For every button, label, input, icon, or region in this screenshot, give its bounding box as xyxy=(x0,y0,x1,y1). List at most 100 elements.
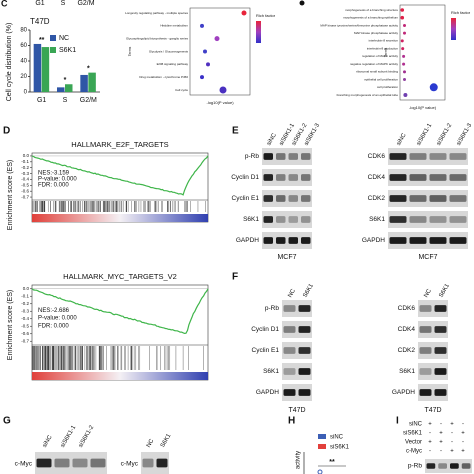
blot-band xyxy=(283,347,296,354)
blot-label: CDK2 xyxy=(398,347,416,354)
blot-label: S6K1 xyxy=(243,216,259,223)
term-label: ErbB signaling pathway xyxy=(157,62,189,66)
blot-band xyxy=(419,326,432,333)
y-tick-label: -0.7 xyxy=(21,194,29,199)
term-label: Histidine metabolism xyxy=(160,24,188,28)
blot-bg xyxy=(262,148,312,165)
cell-line: T47D xyxy=(288,407,305,414)
y-axis-label: Terms xyxy=(384,47,388,57)
dot xyxy=(403,93,408,97)
legend-label: siS6K1 xyxy=(330,445,350,451)
blot-band xyxy=(434,305,447,312)
legend-swatch xyxy=(318,434,326,439)
blot-label: CDK4 xyxy=(368,174,386,181)
blot-band xyxy=(434,347,447,354)
blot-band xyxy=(419,389,432,396)
legend-label: S6K1 xyxy=(59,47,76,54)
blot-band xyxy=(301,195,311,202)
condition-label: Vector xyxy=(405,440,422,446)
blot-label: S6K1 xyxy=(263,368,279,375)
blot-bg xyxy=(262,211,312,228)
y-axis-label: Terms xyxy=(128,46,132,56)
sign: - xyxy=(451,440,453,446)
significance: ** xyxy=(329,459,335,466)
blot-band xyxy=(449,195,467,202)
blot-bg xyxy=(388,148,468,165)
term-label: epithelial cell proliferation xyxy=(364,77,398,81)
blot-band xyxy=(389,237,407,244)
y-tick-label: 0.0 xyxy=(23,286,30,291)
blot-band xyxy=(438,463,447,469)
blot-label: CDK4 xyxy=(398,326,416,333)
panel-letter: I xyxy=(396,416,399,427)
y-tick-label: 80 xyxy=(20,28,27,34)
dot xyxy=(241,10,247,16)
legend-label: siNC xyxy=(330,435,344,441)
y-tick-label: -0.5 xyxy=(21,323,29,328)
blot-bg xyxy=(388,169,468,186)
blot-band xyxy=(36,458,52,468)
term-label: Glycolysis / Gluconeogenesis xyxy=(149,49,189,53)
blot-band xyxy=(298,326,311,333)
plot-title: HALLMARK_MYC_TARGETS_V2 xyxy=(63,272,177,281)
legend-label: NC xyxy=(59,35,69,42)
sign: - xyxy=(429,449,431,455)
blot-band xyxy=(301,237,311,244)
y-tick-label: 40 xyxy=(20,59,27,65)
nes: NES:-3.159 xyxy=(38,170,70,176)
blot-bg xyxy=(388,232,468,249)
blot-bg xyxy=(418,363,448,380)
blot-band xyxy=(283,368,296,375)
term-label: interleukin-8 production xyxy=(367,46,399,50)
blot-band xyxy=(276,174,286,181)
y-axis-label: Enrichment score (ES) xyxy=(7,290,14,360)
blot-bg xyxy=(418,321,448,338)
blot-band xyxy=(419,368,432,375)
blot-label: S6K1 xyxy=(399,368,415,375)
panel-letter: G xyxy=(3,416,11,427)
y-tick-label: -0.1 xyxy=(21,159,29,164)
p-value: P-value: 0.000 xyxy=(38,316,77,322)
blot-band xyxy=(434,389,447,396)
blot-label: p-Rb xyxy=(265,305,279,312)
fdr: FDR: 0.000 xyxy=(38,183,69,189)
bar xyxy=(80,74,88,92)
blot-band xyxy=(263,174,273,181)
dot xyxy=(200,75,204,80)
blot-band xyxy=(429,195,447,202)
blot-band xyxy=(389,153,407,160)
blot-band xyxy=(298,305,311,312)
blot-band xyxy=(263,153,273,160)
sign: + xyxy=(461,449,465,455)
blot-band xyxy=(283,326,296,333)
bar xyxy=(65,84,73,92)
blot-label: GAPDH xyxy=(236,237,259,244)
blot-band xyxy=(276,153,286,160)
blot-band xyxy=(156,458,168,468)
lane-label: NC xyxy=(146,438,156,449)
nes: NES:-2.686 xyxy=(38,308,70,314)
blot-label: CDK2 xyxy=(368,195,386,202)
legend-dot xyxy=(299,0,305,6)
rank-gradient xyxy=(32,214,208,222)
y-axis-label: Enrichment score (ES) xyxy=(7,160,14,230)
blot-label: c-Myc xyxy=(121,461,139,468)
plot-frame xyxy=(399,4,446,101)
dot xyxy=(203,49,207,54)
y-axis-label: Cell cycle distribution (%) xyxy=(6,23,13,102)
blot-label: Cyclin E1 xyxy=(252,347,280,354)
sign: + xyxy=(461,431,465,437)
condition-label: siNC xyxy=(409,422,423,428)
blot-label: GAPDH xyxy=(256,389,279,396)
blot-bg xyxy=(282,300,312,317)
blot-band xyxy=(389,174,407,181)
lane-label: NC xyxy=(423,288,433,299)
bar xyxy=(33,43,42,92)
sign: - xyxy=(462,422,464,428)
cell-line: T47D xyxy=(30,17,50,26)
blot-band xyxy=(276,237,286,244)
term-label: MAP kinase tyrosine/serine/threonine pho… xyxy=(320,23,398,27)
term-label: branching morphogenesis of an epithelial… xyxy=(337,93,399,97)
bar xyxy=(57,87,65,92)
